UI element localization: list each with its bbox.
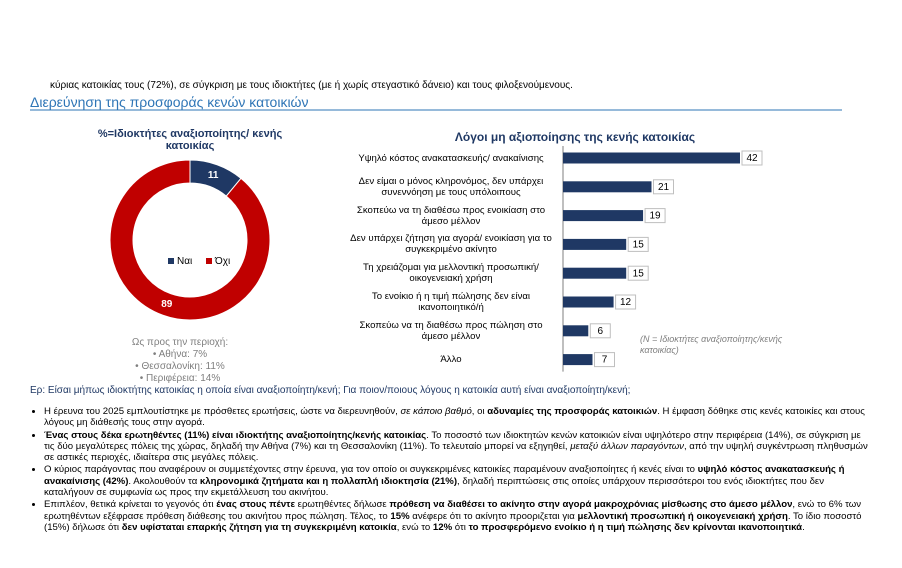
bullet-segment: ερωτηθέντες δήλωσε xyxy=(295,499,390,511)
bullet-segment: 12% xyxy=(432,521,453,533)
bullet-list: Η έρευνα του 2025 εμπλουτίστηκε με πρόσθ… xyxy=(30,406,874,534)
bullet-segment: . Το ίδιο ποσοστό (15%) δήλωσε ότι xyxy=(44,510,862,533)
data-label: 6 xyxy=(598,326,604,337)
data-label-box xyxy=(627,236,649,252)
bar xyxy=(563,238,627,250)
bullet-segment: 15% xyxy=(390,510,410,522)
data-label-box xyxy=(594,352,615,368)
legend-label: Ναι xyxy=(177,256,192,267)
bar xyxy=(563,210,644,222)
bullet-segment: ότι xyxy=(452,521,469,533)
data-label: 12 xyxy=(620,297,632,308)
bullet-segment: , ενώ το 6% των ερωτηθέντων εξέφρασε πρό… xyxy=(44,499,862,522)
legend-swatch xyxy=(168,258,174,264)
bullet-segment: αδυναμίες της προσφοράς κατοικιών xyxy=(487,406,658,417)
intro-text: κύριας κατοικίας τους (72%), σε σύγκριση… xyxy=(50,80,573,91)
bar-label: Δεν είμαι ο μόνος κληρονόμος, δεν υπάρχε… xyxy=(358,175,544,198)
bullet-segment: υψηλό κόστος ανακατασκευής ή ανακαίνισης… xyxy=(44,464,845,487)
bullet-segment: Επιπλέον, θετικά κρίνεται το γεγονός ότι xyxy=(44,499,217,511)
bullet-segment: ανέφερε ότι το ακίνητο προοριζεται για xyxy=(409,510,578,522)
region-note: Ως προς την περιοχή: • Αθήνα: 7% • Θεσσαλ… xyxy=(100,337,260,385)
bullet-segment: . Ακολουθούν τα xyxy=(128,475,200,487)
bar-label: Υψηλό κόστος ανακατασκευής/ ανακαίνισης xyxy=(358,152,544,164)
bar xyxy=(563,181,652,193)
bullet-segment: , ενώ το xyxy=(396,521,433,533)
bullet-segment: , δηλαδή περιπτώσεις στις οποίες υπάρχου… xyxy=(44,475,825,499)
bar xyxy=(563,354,593,366)
data-label-box xyxy=(644,208,666,224)
data-label-box xyxy=(615,294,637,310)
bullet-segment: Ένας στους δέκα ερωτηθέντες (11%) είναι … xyxy=(44,429,427,441)
data-label: 15 xyxy=(633,240,645,251)
bar-title: Λόγοι μη αξιοποίησης της κενής κατοικίας xyxy=(454,130,696,144)
bullet-segment: κληρονομικά ζητήματα και η πολλαπλή ιδιο… xyxy=(199,475,458,487)
bar-label: Το ενοίκιο ή η τιμή πώλησης δεν είναι ικ… xyxy=(371,291,531,313)
data-label: 7 xyxy=(602,355,608,366)
section-heading: Διερεύνηση της προσφοράς κενών κατοικιών xyxy=(30,94,309,110)
bar-label: Σκοπεύω να τη διαθέσω προς ενοικίαση στο… xyxy=(356,204,546,227)
bar-label: Άλλο xyxy=(440,354,462,366)
bar xyxy=(563,267,627,279)
bullet-segment: το προσφερόμενο ενοίκιο ή η τιμή πώλησης… xyxy=(468,521,803,533)
question: Ερ: Είσαι μήπως ιδιοκτήτης κατοικίας η ο… xyxy=(30,385,631,396)
bullet-segment: . Η έμφαση δόθηκε στις κενές κατοικίες κ… xyxy=(44,406,865,429)
data-label: 89 xyxy=(161,299,173,310)
data-label: 21 xyxy=(658,182,670,193)
bullet-segment: Η έρευνα του 2025 εμπλουτίστηκε με πρόσθ… xyxy=(44,406,401,417)
bullet-segment: πρόθεση να διαθέσει το ακίνητο στην αγορ… xyxy=(389,499,793,511)
region-item: • Θεσσαλονίκη: 11% xyxy=(135,361,225,372)
region-title: Ως προς την περιοχή: xyxy=(131,337,229,348)
bullet: Η έρευνα του 2025 εμπλουτίστηκε με πρόσθ… xyxy=(44,406,874,429)
bullet-segment: δεν υφίσταται επαρκής ζήτηση για τη συγκ… xyxy=(121,521,397,533)
legend-label: Όχι xyxy=(214,256,230,267)
bar-label: Σκοπεύω να τη διαθέσω προς πώληση στο άμ… xyxy=(359,319,543,342)
region-item: • Αθήνα: 7% xyxy=(152,349,208,360)
bullet-segment: Ο κύριος παράγοντας που αναφέρουν οι συμ… xyxy=(44,464,698,476)
data-label-box xyxy=(653,179,674,195)
bullet-segment: . Το ποσοστό των ιδιοκτητών κενών κατοικ… xyxy=(44,429,861,452)
data-label: 15 xyxy=(633,268,645,279)
data-label-box xyxy=(741,150,763,166)
data-label-box xyxy=(589,323,611,339)
bullet-segment: , από την υψηλή συγκέντρωση πληθυσμών σε… xyxy=(44,440,868,464)
bar xyxy=(563,325,589,337)
bullet-segment: , οι xyxy=(471,406,488,417)
bar xyxy=(563,296,614,308)
bar-label: Τη χρειάζομαι για μελλοντική προσωπική/ο… xyxy=(363,262,539,285)
bullet: Ο κύριος παράγοντας που αναφέρουν οι συμ… xyxy=(44,464,874,498)
data-label: 42 xyxy=(746,153,758,164)
bullet-segment: μελλοντική προσωπική ή οικογενειακή χρήσ… xyxy=(577,510,788,522)
data-label-box xyxy=(627,265,649,281)
region-item: • Περιφέρεια: 14% xyxy=(139,373,221,384)
bar-label: Δεν υπάρχει ζήτηση για αγορά/ ενοικίαση … xyxy=(350,233,552,256)
bullet: Ένας στους δέκα ερωτηθέντες (11%) είναι … xyxy=(44,430,874,464)
bullet-segment: σε κάποιο βαθμό xyxy=(400,406,472,417)
pie-slice xyxy=(109,159,271,321)
bullet-segment: . xyxy=(802,521,805,533)
data-label: 19 xyxy=(650,211,662,222)
data-label: 11 xyxy=(208,170,219,181)
bullet-segment: μεταξύ άλλων παραγόντων xyxy=(570,440,684,452)
chart-annotation: (N = Ιδιοκτήτες αναξιοποίητης/κενής κατο… xyxy=(640,334,783,355)
bullet-segment: ένας στους πέντε xyxy=(216,499,296,511)
bullet: Επιπλέον, θετικά κρίνεται το γεγονός ότι… xyxy=(44,499,874,533)
pie-title: %=Ιδιοκτήτες αναξιοποίητης/ κενής κατοικ… xyxy=(97,128,283,152)
bar xyxy=(563,152,740,164)
legend-swatch xyxy=(206,258,212,264)
